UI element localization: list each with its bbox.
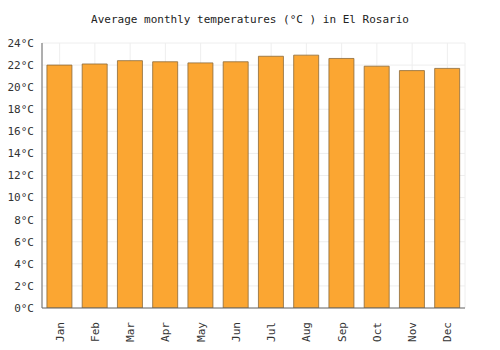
html-text:Average monthly temperatures (: Average monthly temperatures (°C ) in El… xyxy=(91,13,409,26)
svg-text:Mar: Mar xyxy=(124,322,137,342)
svg-text:14°C: 14°C xyxy=(8,147,34,160)
svg-text:8°C: 8°C xyxy=(14,214,34,227)
svg-text:Oct: Oct xyxy=(370,322,383,342)
svg-text:22°C: 22°C xyxy=(8,59,34,72)
svg-text:20°C: 20°C xyxy=(8,81,34,94)
svg-text:Sep: Sep xyxy=(335,322,348,342)
svg-text:Jan: Jan xyxy=(53,322,66,342)
svg-text:May: May xyxy=(194,322,207,342)
svg-text:6°C: 6°C xyxy=(14,236,34,249)
svg-text:4°C: 4°C xyxy=(14,258,34,271)
svg-text:Nov: Nov xyxy=(406,322,419,342)
svg-text:0°C: 0°C xyxy=(14,302,34,315)
svg-text:Aug: Aug xyxy=(300,322,313,342)
svg-text:18°C: 18°C xyxy=(8,103,34,116)
svg-text:2°C: 2°C xyxy=(14,280,34,293)
svg-text:10°C: 10°C xyxy=(8,191,34,204)
svg-text:16°C: 16°C xyxy=(8,125,34,138)
svg-text:24°C: 24°C xyxy=(8,37,34,50)
svg-text:Jul: Jul xyxy=(265,322,278,342)
svg-text:Dec: Dec xyxy=(441,322,454,342)
svg-text:Jun: Jun xyxy=(229,322,242,342)
svg-text:Feb: Feb xyxy=(88,322,101,342)
svg-text:12°C: 12°C xyxy=(8,169,34,182)
svg-text:Apr: Apr xyxy=(159,322,172,342)
